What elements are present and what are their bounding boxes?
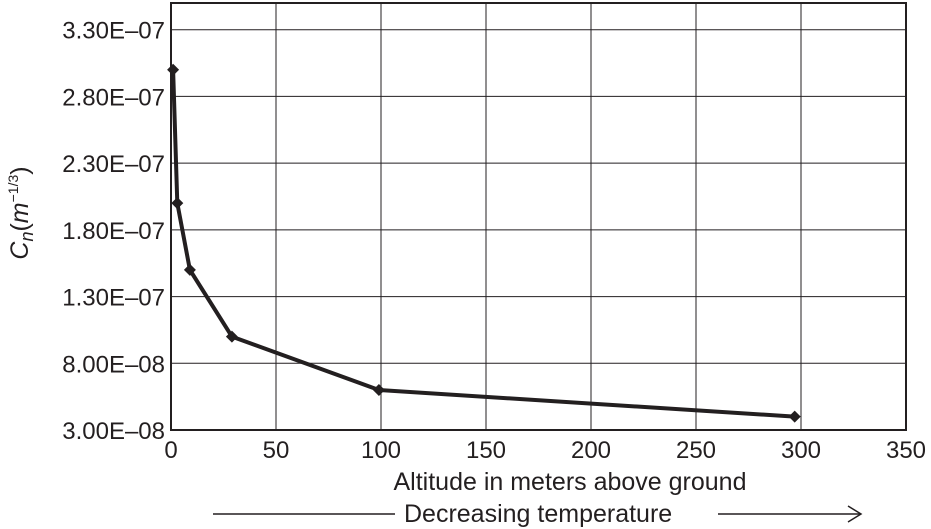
y-tick-label: 8.00E–08 [62, 351, 165, 378]
series [167, 63, 801, 423]
x-tick-label: 300 [781, 437, 821, 464]
data-point-marker [788, 410, 801, 423]
data-point-marker [372, 383, 385, 396]
x-tick-label: 50 [263, 437, 290, 464]
x-tick-label: 150 [466, 437, 506, 464]
annotation-text: Decreasing temperature [404, 500, 672, 528]
decreasing-temperature-annotation: Decreasing temperature [213, 500, 863, 528]
x-axis-label: Altitude in meters above ground [394, 468, 747, 496]
x-tick-label: 100 [361, 437, 401, 464]
y-tick-label: 2.80E–07 [62, 84, 165, 111]
data-point-marker [167, 63, 180, 76]
y-tick-label: 1.80E–07 [62, 218, 165, 245]
series-line [171, 69, 795, 419]
data-point-marker [171, 197, 184, 210]
x-tick-label: 250 [676, 437, 716, 464]
data-point-marker [225, 330, 238, 343]
x-tick-labels: 0 50 100 150 200 250 300 350 [164, 437, 926, 464]
y-axis-label: Cn(m−1/3) [5, 166, 37, 259]
plot-frame [170, 2, 907, 431]
y-tick-label: 1.30E–07 [62, 285, 165, 312]
arrow-head-icon [847, 505, 863, 523]
x-tick-label: 350 [886, 437, 926, 464]
y-tick-label: 3.00E–08 [62, 418, 165, 445]
x-tick-label: 200 [571, 437, 611, 464]
y-tick-labels: 3.00E–08 8.00E–08 1.30E–07 1.80E–07 2.30E–07… [62, 18, 165, 445]
y-tick-label: 2.30E–07 [62, 151, 165, 178]
svg-text:Cn(m−1/3): Cn(m−1/3) [5, 166, 37, 259]
data-point-marker [183, 263, 196, 276]
x-tick-label: 0 [164, 437, 177, 464]
grid [170, 3, 907, 431]
y-tick-label: 3.30E–07 [62, 18, 165, 45]
